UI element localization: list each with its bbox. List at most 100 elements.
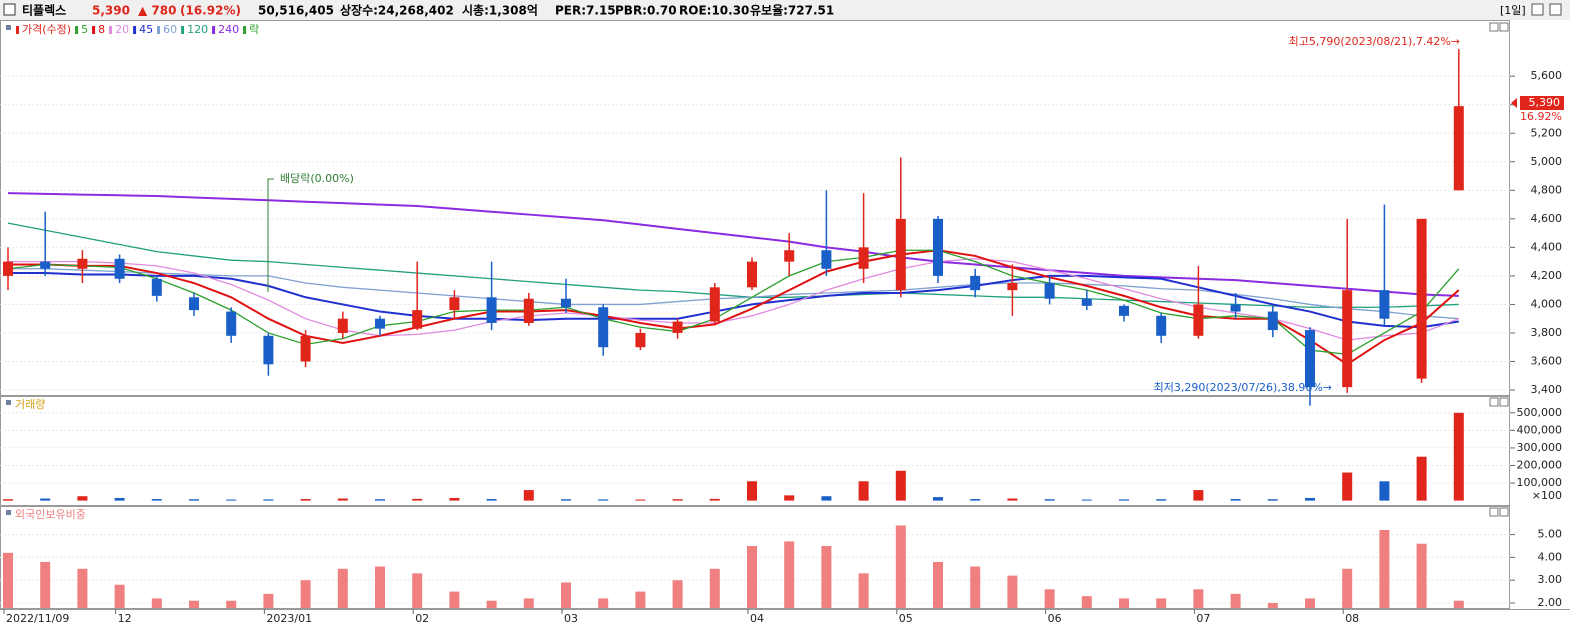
bar <box>337 568 348 608</box>
restore-button[interactable] <box>1531 3 1544 16</box>
bar <box>151 499 162 501</box>
dividend-annotation: 배당락(0.00%) <box>280 172 354 185</box>
legend-swatch <box>92 26 96 34</box>
bar <box>1416 456 1427 501</box>
price: 5,390 <box>92 4 130 18</box>
checkbox[interactable] <box>3 3 16 16</box>
legend-label: 8 <box>98 23 105 36</box>
bar <box>77 568 88 608</box>
candle-body <box>1379 290 1390 319</box>
y-tick-label: 5,000 <box>1531 155 1563 168</box>
roe: ROE:10.30 <box>679 4 749 18</box>
moving-average-line <box>7 192 1459 297</box>
bar <box>1267 602 1278 608</box>
y-tick-label: 100,000 <box>1517 476 1563 489</box>
y-tick-label: 400,000 <box>1517 423 1563 436</box>
bar <box>933 497 943 501</box>
moving-average-line <box>7 249 1460 356</box>
candle-body <box>970 275 981 291</box>
bar <box>561 499 571 501</box>
bar <box>1305 598 1315 608</box>
bar <box>114 584 125 608</box>
legend-swatch <box>157 26 161 34</box>
candle-body <box>709 287 720 322</box>
bar <box>1081 499 1092 501</box>
bar <box>747 481 757 501</box>
candle-body <box>151 278 162 296</box>
bar <box>3 552 13 608</box>
change: ▲ 780 <box>138 4 176 18</box>
candle-body <box>1007 283 1018 291</box>
y-tick-label: 3,800 <box>1531 326 1563 339</box>
bar <box>486 600 497 608</box>
candle-body <box>449 297 460 311</box>
candle-body <box>598 307 609 348</box>
candle-body <box>486 297 497 323</box>
bar <box>1453 600 1464 608</box>
candle-body <box>40 261 51 269</box>
y-tick-label: 500,000 <box>1517 406 1563 419</box>
x-tick-label: 07 <box>1196 612 1210 625</box>
y-tick-label: 200,000 <box>1517 458 1563 471</box>
x-tick-label: 04 <box>750 612 764 625</box>
bar <box>1230 593 1241 608</box>
candle-body <box>1044 283 1055 299</box>
candle-body <box>337 318 348 333</box>
moving-average-line <box>7 222 1459 308</box>
bar <box>709 498 720 501</box>
x-tick-label: 05 <box>899 612 913 625</box>
y-tick-label: 5,200 <box>1531 126 1563 139</box>
per: PER:7.15 <box>555 4 616 18</box>
y-tick-label: 4,800 <box>1531 183 1563 196</box>
legend-swatch <box>243 26 247 34</box>
bar <box>449 497 460 501</box>
bar <box>1379 530 1390 608</box>
bar <box>784 495 795 501</box>
legend-label: 5 <box>81 23 88 36</box>
bar <box>189 499 199 501</box>
bar <box>1230 499 1241 501</box>
bar <box>1156 598 1167 608</box>
bar <box>263 593 274 608</box>
candle-body <box>263 335 274 365</box>
bar <box>1119 598 1129 608</box>
unit-note: ×100 <box>1532 489 1562 502</box>
low-annotation: 최저3,290(2023/07/26),38.96%→ <box>1154 381 1332 394</box>
bar <box>1342 568 1353 608</box>
panel-button <box>1489 397 1499 407</box>
period[interactable]: [1일] <box>1500 3 1526 17</box>
stock-name: 티플렉스 <box>22 3 66 18</box>
legend-swatch <box>16 26 19 34</box>
candle-body <box>1081 298 1092 306</box>
bar <box>375 499 385 501</box>
y-tick-label: 4,400 <box>1531 240 1563 253</box>
candle-body <box>1453 106 1464 191</box>
last-price-label: 5,390 <box>1529 96 1561 109</box>
bar <box>337 498 348 501</box>
close-button[interactable] <box>1549 3 1562 16</box>
candle-body <box>77 258 88 269</box>
panel-title: 외국인보유비중 <box>15 508 86 521</box>
bar <box>226 499 237 501</box>
legend-swatch <box>75 26 79 34</box>
bar <box>747 545 757 608</box>
bar <box>189 600 199 608</box>
bar <box>784 541 795 608</box>
bar <box>1193 589 1204 608</box>
bar <box>1267 499 1278 501</box>
y-tick-label: 4,000 <box>1531 297 1563 310</box>
y-tick-label: 5.00 <box>1538 528 1563 541</box>
pbr: PBR:0.70 <box>615 4 677 18</box>
legend-swatch <box>133 26 137 34</box>
bar <box>523 598 534 608</box>
candle-body <box>1156 315 1167 336</box>
moving-average-line <box>8 258 1460 341</box>
x-tick-label: 02 <box>415 612 429 625</box>
bar <box>412 498 423 501</box>
bar <box>1007 575 1018 608</box>
candle-body <box>635 332 646 348</box>
y-tick-label: 3.00 <box>1538 573 1563 586</box>
bar <box>1342 472 1353 501</box>
last-price-pointer <box>1511 98 1517 108</box>
legend-icon <box>6 25 11 30</box>
